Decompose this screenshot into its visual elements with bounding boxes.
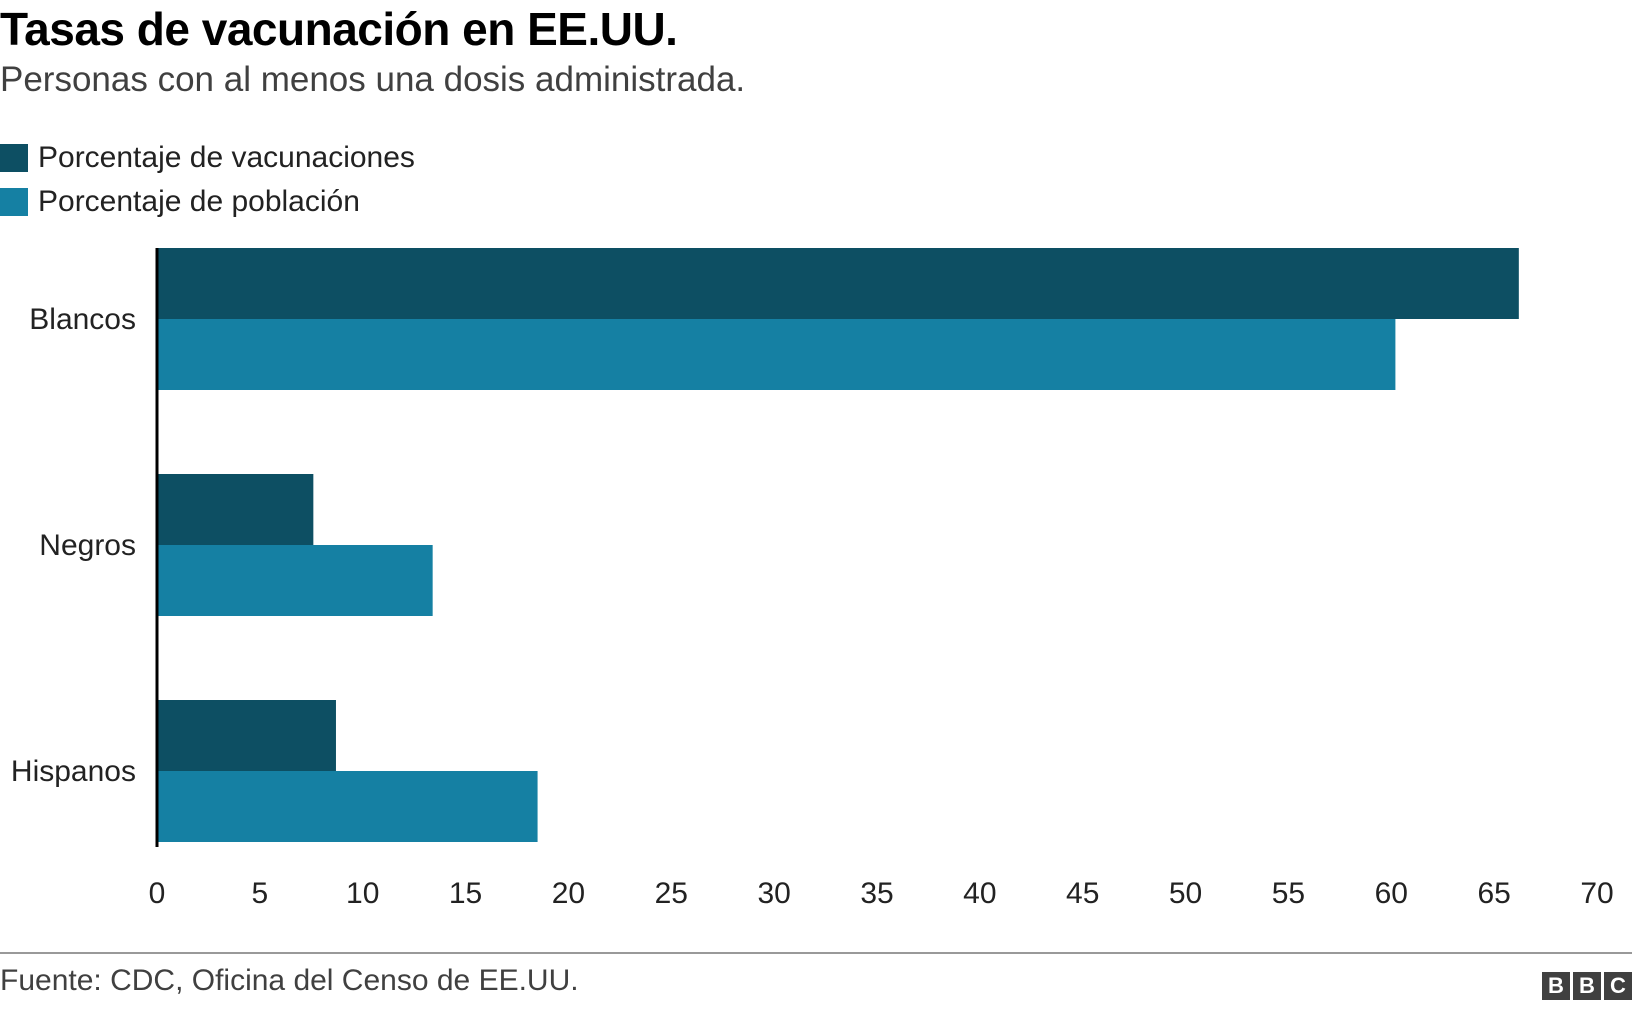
bbc-logo-letter: C — [1604, 972, 1632, 1000]
bar-chart: Blancos Negros Hispanos 0 5 10 15 20 25 30 35 40 45 5… — [11, 248, 1614, 910]
bar — [157, 474, 314, 545]
legend-swatch-vacunaciones — [0, 144, 28, 172]
category-label: Negros — [39, 529, 136, 562]
chart-title: Tasas de vacunación en EE.UU. — [0, 3, 678, 55]
bar — [157, 700, 336, 771]
legend-swatch-poblacion — [0, 188, 28, 216]
legend-item-poblacion: Porcentaje de población — [0, 180, 415, 224]
bar — [157, 545, 433, 616]
x-tick-label: 60 — [1375, 877, 1408, 910]
legend-item-vacunaciones: Porcentaje de vacunaciones — [0, 136, 415, 180]
bar — [157, 248, 1519, 319]
x-tick-label: 30 — [757, 877, 790, 910]
x-tick-label: 35 — [860, 877, 893, 910]
x-tick-label: 40 — [963, 877, 996, 910]
chart-subtitle: Personas con al menos una dosis administ… — [0, 60, 746, 99]
legend-label-vacunaciones: Porcentaje de vacunaciones — [38, 141, 415, 174]
x-tick-label: 50 — [1169, 877, 1202, 910]
x-tick-label: 15 — [449, 877, 482, 910]
x-tick-label: 25 — [655, 877, 688, 910]
bar — [157, 771, 538, 842]
bbc-logo: B B C — [1542, 972, 1632, 1000]
x-tick-label: 65 — [1477, 877, 1510, 910]
x-tick-label: 0 — [149, 877, 166, 910]
bar — [157, 319, 1396, 390]
source-note: Fuente: CDC, Oficina del Censo de EE.UU. — [0, 964, 579, 997]
x-tick-label: 10 — [346, 877, 379, 910]
legend: Porcentaje de vacunaciones Porcentaje de… — [0, 136, 415, 224]
legend-label-poblacion: Porcentaje de población — [38, 185, 360, 218]
bbc-logo-letter: B — [1573, 972, 1601, 1000]
category-label: Blancos — [29, 303, 136, 336]
bbc-logo-letter: B — [1542, 972, 1570, 1000]
x-tick-label: 70 — [1580, 877, 1613, 910]
x-tick-label: 5 — [252, 877, 269, 910]
x-tick-label: 45 — [1066, 877, 1099, 910]
footer-divider — [0, 952, 1632, 954]
x-tick-label: 20 — [552, 877, 585, 910]
category-label: Hispanos — [11, 755, 136, 788]
x-tick-label: 55 — [1272, 877, 1305, 910]
